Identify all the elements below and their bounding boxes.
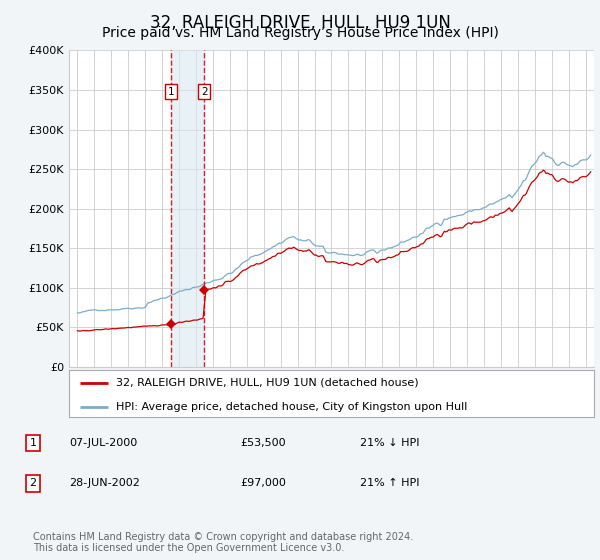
- Text: 2: 2: [201, 87, 208, 96]
- Text: 1: 1: [29, 438, 37, 448]
- Bar: [171, 50, 205, 367]
- Text: 07-JUL-2000: 07-JUL-2000: [69, 438, 137, 448]
- Text: 32, RALEIGH DRIVE, HULL, HU9 1UN: 32, RALEIGH DRIVE, HULL, HU9 1UN: [149, 14, 451, 32]
- Text: 32, RALEIGH DRIVE, HULL, HU9 1UN (detached house): 32, RALEIGH DRIVE, HULL, HU9 1UN (detach…: [116, 378, 419, 388]
- Text: 1: 1: [167, 87, 174, 96]
- Text: 2: 2: [29, 478, 37, 488]
- Text: 21% ↑ HPI: 21% ↑ HPI: [360, 478, 419, 488]
- Text: Price paid vs. HM Land Registry’s House Price Index (HPI): Price paid vs. HM Land Registry’s House …: [101, 26, 499, 40]
- Text: 21% ↓ HPI: 21% ↓ HPI: [360, 438, 419, 448]
- Text: HPI: Average price, detached house, City of Kingston upon Hull: HPI: Average price, detached house, City…: [116, 402, 467, 412]
- Text: £97,000: £97,000: [240, 478, 286, 488]
- Text: 28-JUN-2002: 28-JUN-2002: [69, 478, 140, 488]
- Text: Contains HM Land Registry data © Crown copyright and database right 2024.
This d: Contains HM Land Registry data © Crown c…: [33, 531, 413, 553]
- Text: £53,500: £53,500: [240, 438, 286, 448]
